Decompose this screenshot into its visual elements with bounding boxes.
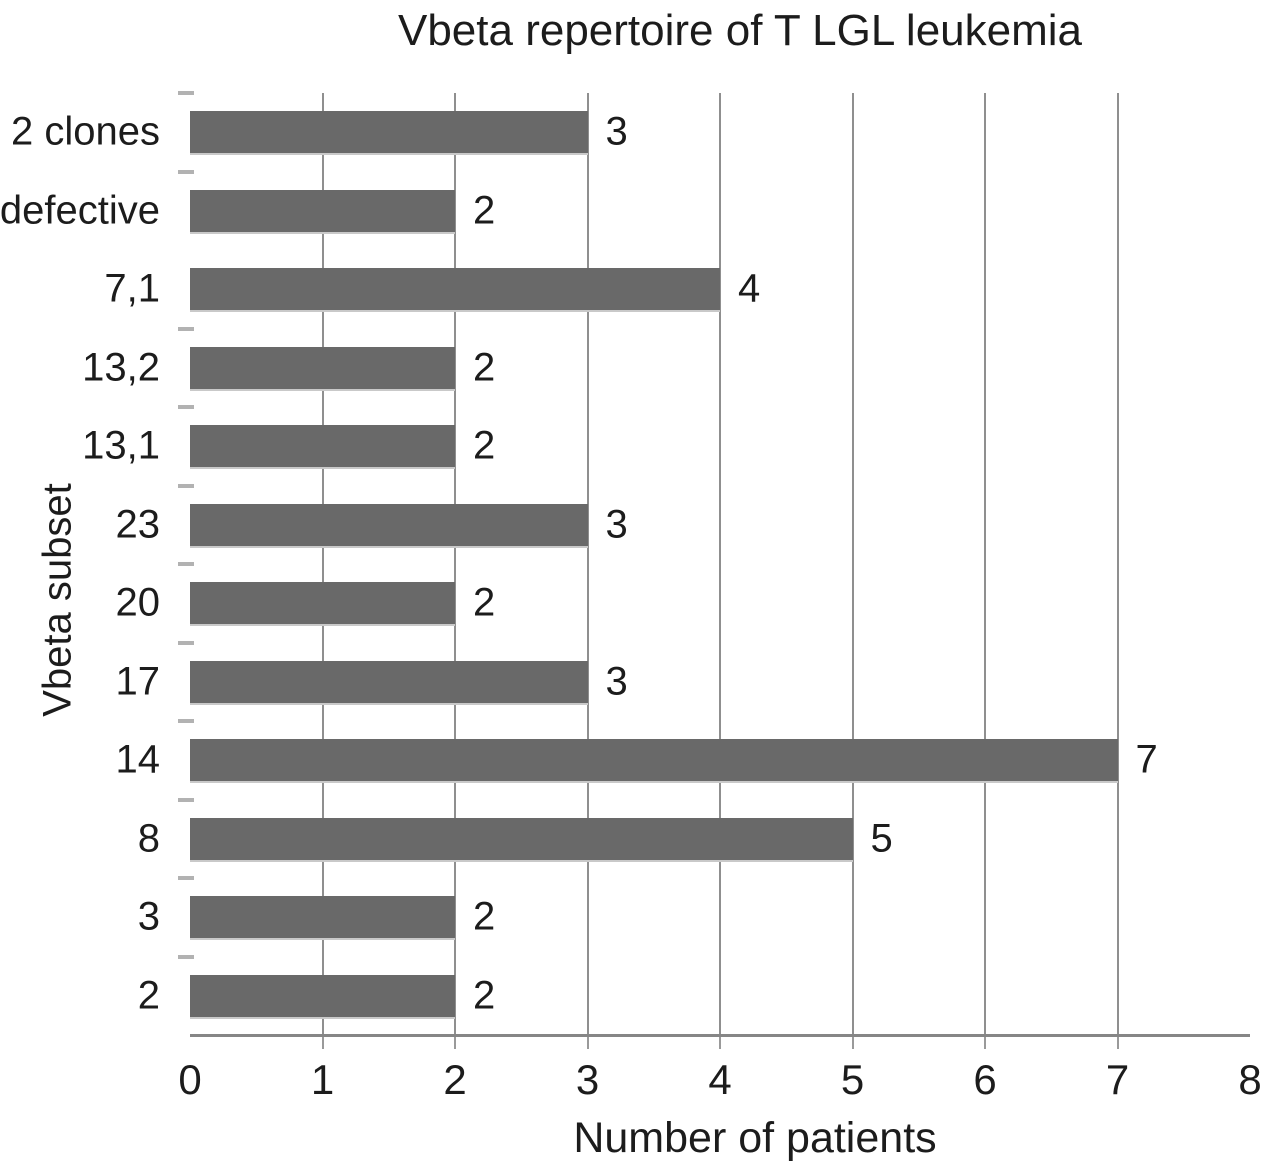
x-axis-line (190, 1034, 1250, 1037)
y-axis-tick (178, 483, 194, 488)
x-tick-label-4: 4 (708, 1056, 732, 1103)
category-label-3: 3 (137, 894, 160, 939)
x-axis-tick-2 (454, 1035, 456, 1049)
y-axis-tick (178, 562, 194, 566)
gridline-x5 (851, 93, 854, 1035)
y-axis-tick (178, 405, 194, 409)
y-axis-tick (178, 876, 194, 880)
gridline-x3 (586, 93, 589, 1035)
category-label-17: 17 (115, 659, 161, 704)
x-axis-tick-6 (984, 1035, 986, 1049)
bar-value-label: 3 (605, 109, 628, 154)
bar-20 (190, 582, 455, 627)
bar-defective (190, 189, 455, 234)
x-tick-label-6: 6 (973, 1056, 997, 1103)
gridline-x7 (1116, 93, 1119, 1035)
x-tick-label-0: 0 (178, 1056, 202, 1103)
y-axis-tick (178, 640, 194, 645)
gridline-x4 (719, 93, 721, 1035)
y-axis-category-labels: 2 clones defective 7,1 13,2 13,1 23 20 17 14 8 3 2 (0, 93, 174, 1035)
gridline-x1 (321, 93, 324, 1035)
bar-17 (190, 660, 588, 705)
category-label-2-clones: 2 clones (11, 109, 160, 154)
bar-value-label: 2 (473, 188, 496, 233)
x-axis-tick-5 (851, 1035, 854, 1049)
category-label-defective: defective (0, 188, 160, 233)
bar-value-label: 2 (473, 894, 496, 939)
x-axis-tick-1 (321, 1035, 324, 1049)
bar-value-label: 2 (473, 580, 496, 625)
category-label-13-2: 13,2 (82, 345, 160, 390)
bar-7-1 (190, 268, 720, 313)
bar-value-label: 2 (473, 345, 496, 390)
x-axis-tick-7 (1116, 1035, 1119, 1049)
bar-value-label: 2 (473, 423, 496, 468)
bar-value-label: 3 (605, 502, 628, 547)
category-label-20: 20 (115, 580, 161, 625)
x-tick-label-1: 1 (310, 1056, 335, 1103)
plot-area: 3 2 4 2 2 3 2 3 7 5 2 2 (178, 91, 1250, 1037)
chart-title: Vbeta repertoire of T LGL leukemia (397, 6, 1083, 55)
bar-2-clones (190, 111, 588, 156)
x-axis-title: Number of patients (573, 1114, 937, 1162)
bar-14 (190, 739, 1118, 784)
x-tick-label-7: 7 (1105, 1056, 1130, 1103)
x-tick-label-2: 2 (443, 1056, 467, 1103)
gridline-x6 (984, 93, 986, 1035)
bar-13-1 (190, 425, 455, 470)
bar-13-2 (190, 346, 455, 391)
bar-3 (190, 896, 455, 941)
bar-23 (190, 503, 588, 548)
category-label-14: 14 (115, 737, 161, 782)
bar-value-label: 3 (605, 659, 628, 704)
y-axis-tick (178, 797, 194, 802)
y-axis-tick (178, 169, 194, 174)
y-axis-tick (178, 954, 194, 959)
y-axis-tick (178, 326, 194, 331)
category-label-2: 2 (137, 973, 160, 1018)
category-label-23: 23 (115, 502, 161, 547)
bar-2 (190, 974, 455, 1019)
y-axis-tick (178, 91, 194, 95)
x-axis-tick-4 (719, 1035, 721, 1049)
bar-value-label: 4 (738, 266, 761, 311)
category-label-13-1: 13,1 (82, 423, 160, 468)
x-tick-label-3: 3 (575, 1056, 600, 1103)
bar-value-label: 2 (473, 973, 496, 1018)
bar-8 (190, 817, 853, 862)
x-tick-label-8: 8 (1238, 1056, 1262, 1103)
bar-value-label: 5 (870, 816, 893, 861)
bar-value-label: 7 (1135, 737, 1158, 782)
category-label-8: 8 (137, 816, 160, 861)
y-axis-tick (178, 719, 194, 723)
y-axis-title: Vbeta subset (35, 483, 80, 717)
x-tick-label-5: 5 (840, 1056, 865, 1103)
gridline-x2 (454, 93, 456, 1035)
x-axis-tick-3 (586, 1035, 589, 1049)
category-label-7-1: 7,1 (104, 266, 160, 311)
